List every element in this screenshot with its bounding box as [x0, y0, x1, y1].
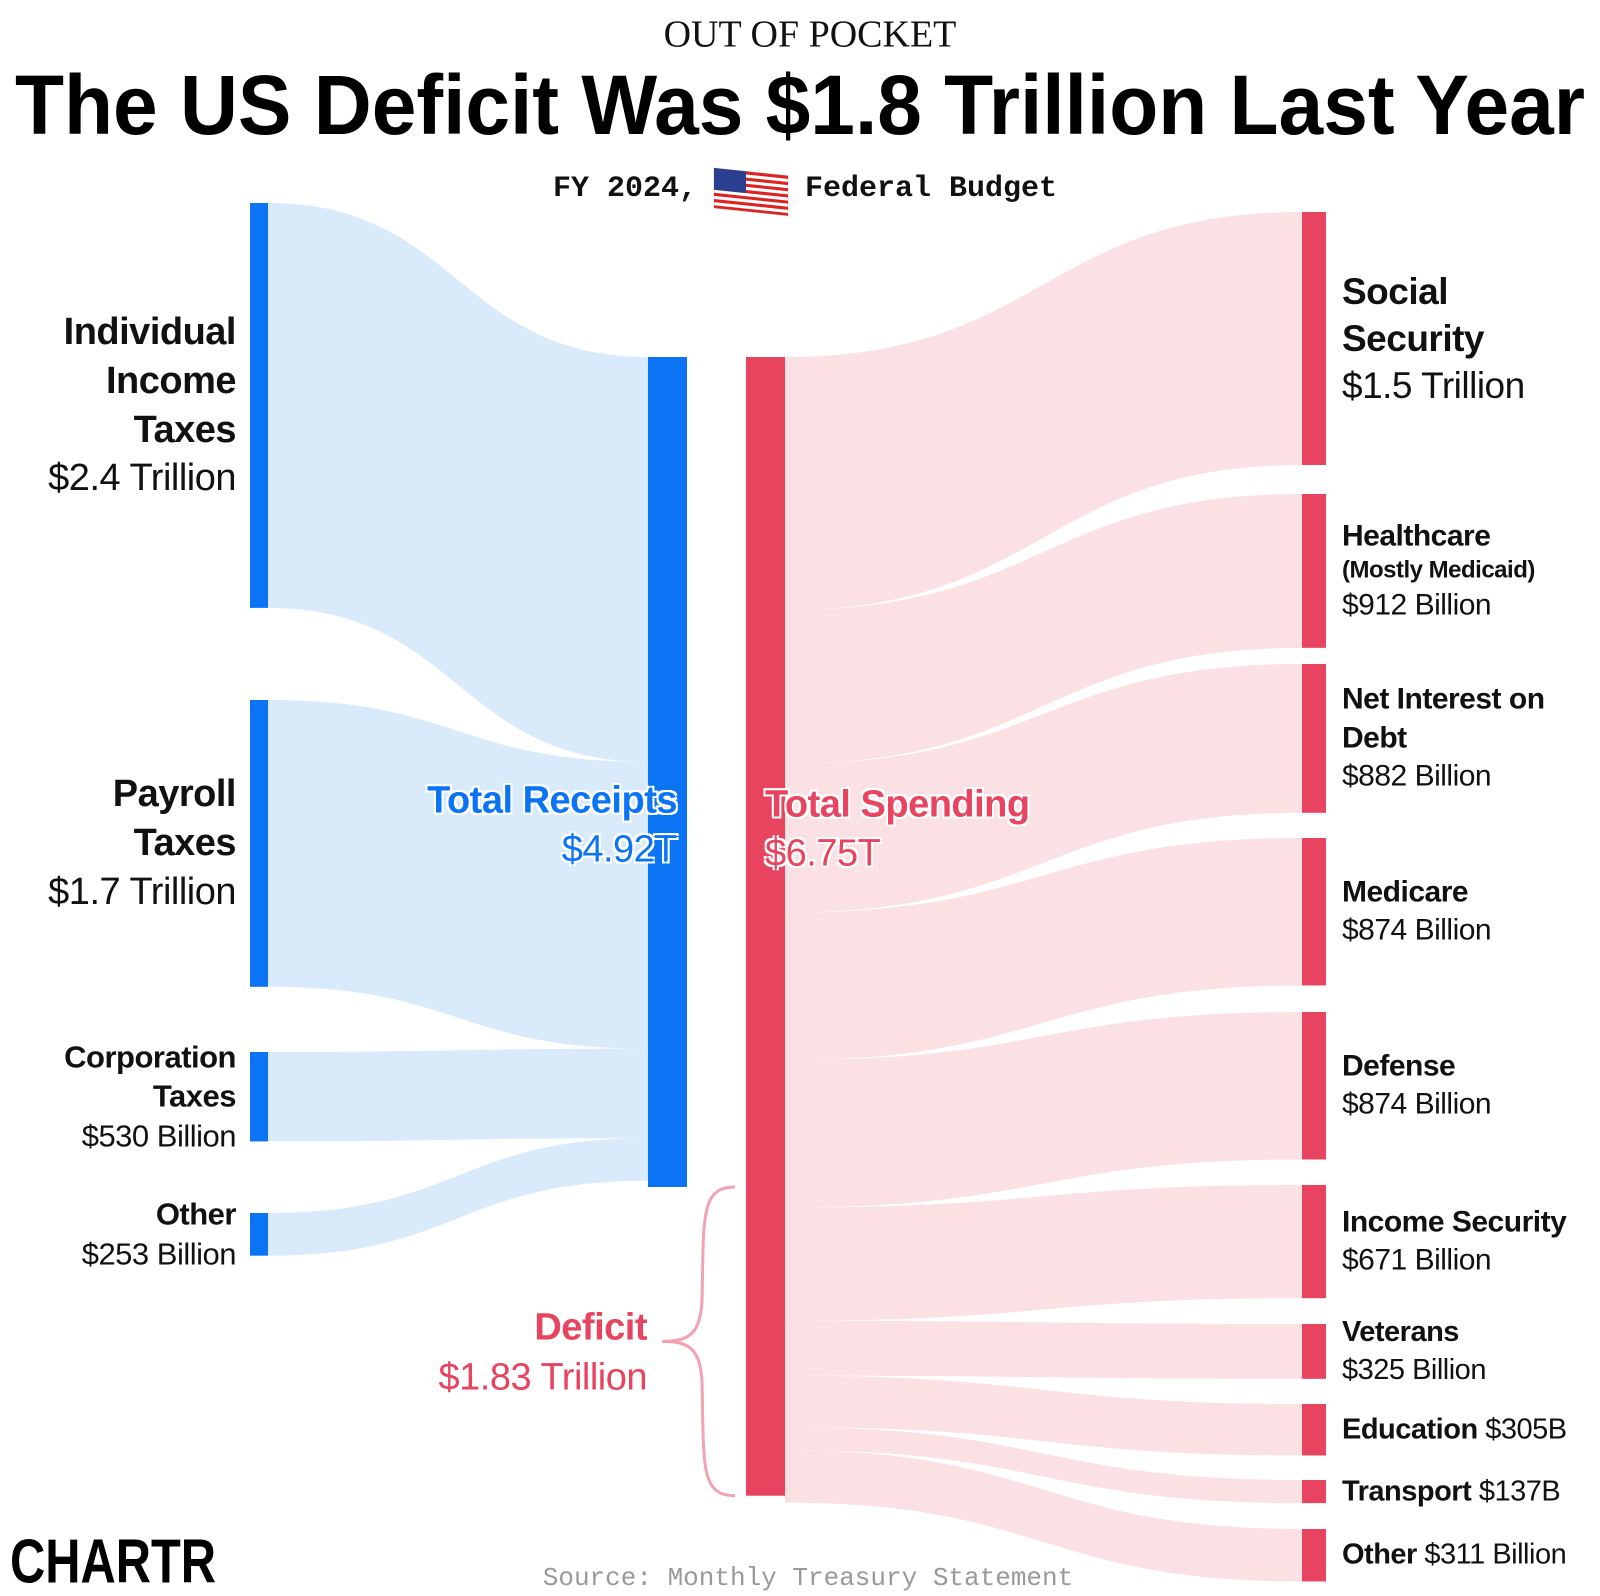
target-name: Other — [1342, 1538, 1417, 1571]
source-node — [250, 1213, 268, 1256]
spending-label: Total Spending $6.75T — [765, 781, 1030, 880]
flow — [785, 1375, 1302, 1456]
flow — [785, 838, 1302, 1061]
flow — [785, 664, 1302, 913]
subtitle: FY 2024, — [553, 172, 697, 206]
logo: CHARTR — [10, 1527, 216, 1596]
kicker: OUT OF POCKET — [664, 14, 957, 56]
source-label: Payroll Taxes $1.7 Trillion — [36, 770, 236, 916]
source-label: Corporation Taxes $530 Billion — [46, 1037, 236, 1156]
target-value: $912 Billion — [1342, 588, 1492, 622]
target-label: Transport $137B — [1342, 1473, 1592, 1510]
target-node — [1302, 1324, 1326, 1379]
receipts-label: Total Receipts $4.92T — [427, 777, 677, 876]
target-name: Defense — [1342, 1049, 1456, 1083]
source-node — [250, 1052, 268, 1142]
target-name: Veterans — [1342, 1316, 1459, 1349]
spending-bar — [746, 357, 785, 1496]
nodes — [250, 203, 1326, 1582]
source-node — [250, 203, 268, 608]
target-label: Education $305B — [1342, 1411, 1592, 1448]
target-node — [1302, 1529, 1326, 1582]
source-name: Other — [155, 1196, 237, 1232]
receipts-name: Total Receipts — [427, 779, 677, 822]
target-value: $325 Billion — [1342, 1353, 1486, 1386]
source-name: Individual Income Taxes — [63, 311, 237, 451]
flow — [785, 494, 1302, 764]
spending-name: Total Spending — [765, 783, 1030, 826]
title: The US Deficit Was $1.8 Trillion Last Ye… — [15, 58, 1585, 152]
target-value: $137B — [1478, 1474, 1561, 1507]
target-value: $874 Billion — [1342, 913, 1492, 947]
receipts-bar — [648, 357, 687, 1188]
deficit-label: Deficit $1.83 Trillion — [438, 1304, 648, 1403]
flow — [785, 1427, 1302, 1504]
flow — [268, 1138, 648, 1256]
receipts-value: $4.92T — [561, 829, 678, 871]
target-name: Net Interest on Debt — [1342, 682, 1545, 755]
deficit-name: Deficit — [534, 1306, 647, 1349]
target-value: $882 Billion — [1342, 759, 1492, 793]
source: Source: Monthly Treasury Statement — [543, 1563, 1074, 1593]
deficit-brace — [661, 1185, 736, 1498]
spending-value: $6.75T — [765, 833, 881, 875]
source-label: Other $253 Billion — [46, 1195, 237, 1274]
us-flag — [713, 167, 789, 217]
flow — [268, 700, 648, 1049]
target-node — [1302, 1012, 1326, 1160]
target-name: Healthcare — [1342, 519, 1491, 553]
target-label: Veterans $325 Billion — [1342, 1314, 1592, 1388]
target-label: Other $311 Billion — [1342, 1537, 1592, 1574]
target-label: Net Interest on Debt $882 Billion — [1342, 681, 1592, 796]
target-label: Defense $874 Billion — [1342, 1047, 1592, 1124]
target-name: Social Security — [1342, 270, 1485, 359]
target-note: (Mostly Medicaid) — [1342, 556, 1535, 584]
target-label: Healthcare (Mostly Medicaid) $912 Billion — [1342, 517, 1592, 625]
target-value: $311 Billion — [1424, 1538, 1567, 1571]
source-name: Corporation Taxes — [64, 1039, 236, 1114]
source-label: Individual Income Taxes $2.4 Trillion — [36, 308, 236, 503]
target-value: $671 Billion — [1342, 1243, 1492, 1277]
target-node — [1302, 1404, 1326, 1456]
flow — [785, 1320, 1302, 1379]
target-name: Transport — [1342, 1474, 1472, 1507]
target-name: Income Security — [1342, 1205, 1567, 1239]
flow — [785, 1185, 1302, 1321]
subtitle: Federal Budget — [805, 172, 1057, 206]
target-value: $1.5 Trillion — [1342, 365, 1525, 407]
target-label: Medicare $874 Billion — [1342, 873, 1592, 950]
target-node — [1302, 1480, 1326, 1504]
target-name: Education — [1342, 1413, 1478, 1446]
target-label: Income Security $671 Billion — [1342, 1203, 1592, 1280]
source-node — [250, 700, 268, 987]
target-node — [1302, 494, 1326, 648]
source-name: Payroll Taxes — [112, 773, 237, 865]
flow — [268, 203, 648, 762]
source-value: $253 Billion — [81, 1236, 237, 1272]
target-value: $874 Billion — [1342, 1087, 1492, 1121]
target-node — [1302, 838, 1326, 986]
target-value: $305B — [1485, 1413, 1567, 1446]
target-node — [1302, 1185, 1326, 1299]
source-value: $530 Billion — [81, 1118, 237, 1154]
target-label: Social Security $1.5 Trillion — [1342, 267, 1562, 409]
source-value: $1.7 Trillion — [48, 870, 236, 913]
flow — [785, 1450, 1302, 1582]
target-node — [1302, 664, 1326, 813]
target-name: Medicare — [1342, 875, 1469, 909]
flow — [785, 1012, 1302, 1208]
deficit-value: $1.83 Trillion — [438, 1356, 648, 1399]
target-node — [1302, 212, 1326, 466]
flow — [785, 212, 1302, 611]
flows — [268, 203, 1302, 1582]
flow — [268, 1048, 648, 1142]
source-value: $2.4 Trillion — [48, 457, 236, 500]
